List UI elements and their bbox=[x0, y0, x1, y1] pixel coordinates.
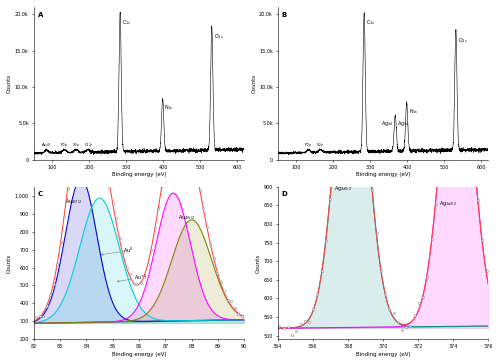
Text: S$_{2p}$: S$_{2p}$ bbox=[72, 141, 80, 150]
Text: Au$^{+1}$: Au$^{+1}$ bbox=[117, 273, 147, 282]
Y-axis label: Counts: Counts bbox=[256, 253, 260, 273]
Text: P$_{2p}$: P$_{2p}$ bbox=[304, 141, 312, 150]
Text: Ag$_{3d}$: Ag$_{3d}$ bbox=[380, 119, 394, 128]
Text: N$_{1s}$: N$_{1s}$ bbox=[408, 107, 418, 115]
Text: Ag$_{3d}$: Ag$_{3d}$ bbox=[397, 119, 410, 128]
Y-axis label: Counts: Counts bbox=[252, 74, 256, 93]
Y-axis label: Counts: Counts bbox=[7, 253, 12, 273]
Text: A: A bbox=[38, 12, 43, 17]
Text: C$_{1s}$: C$_{1s}$ bbox=[122, 18, 132, 27]
Text: C$_{1s}$: C$_{1s}$ bbox=[366, 18, 376, 27]
Text: O$_{1s}$: O$_{1s}$ bbox=[458, 36, 468, 45]
X-axis label: Binding energy (eV): Binding energy (eV) bbox=[112, 173, 166, 177]
X-axis label: Binding energy (eV): Binding energy (eV) bbox=[112, 352, 166, 357]
Text: Ag$_{3d5/2}$: Ag$_{3d5/2}$ bbox=[334, 185, 351, 193]
Text: P$_{2p}$: P$_{2p}$ bbox=[60, 141, 68, 150]
Text: Cl$_{2p}$: Cl$_{2p}$ bbox=[84, 141, 93, 150]
Text: Au$_{4f5/2}$: Au$_{4f5/2}$ bbox=[178, 214, 196, 222]
Text: B: B bbox=[282, 12, 287, 17]
Text: S$_{2p}$: S$_{2p}$ bbox=[316, 141, 324, 150]
Text: Ag$_{3d3/2}$: Ag$_{3d3/2}$ bbox=[439, 200, 457, 208]
Text: D: D bbox=[282, 191, 288, 197]
Text: Au$_{4f7/2}$: Au$_{4f7/2}$ bbox=[65, 198, 82, 206]
Text: N$_{1s}$: N$_{1s}$ bbox=[164, 103, 174, 112]
Y-axis label: Counts: Counts bbox=[7, 74, 12, 93]
X-axis label: Binding energy (eV): Binding energy (eV) bbox=[356, 352, 410, 357]
Text: O$_{1s}$: O$_{1s}$ bbox=[214, 32, 224, 41]
Text: C: C bbox=[38, 191, 43, 197]
Text: Au$^{0}$: Au$^{0}$ bbox=[102, 246, 134, 255]
Text: Au$_{4f}$: Au$_{4f}$ bbox=[41, 142, 52, 149]
X-axis label: Binding energy (eV): Binding energy (eV) bbox=[356, 173, 410, 177]
